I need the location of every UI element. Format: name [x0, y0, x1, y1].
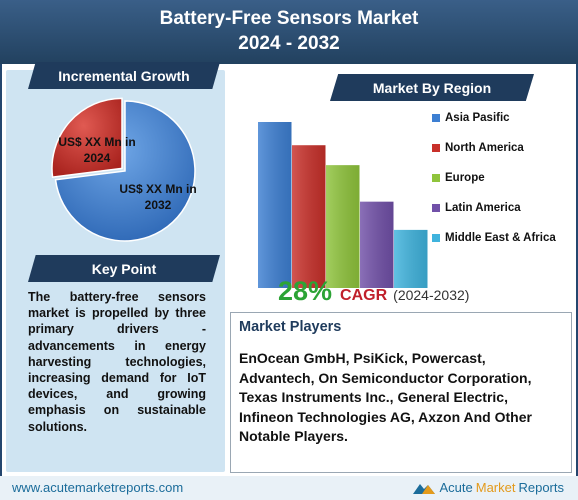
legend-item: Asia Pasific: [432, 112, 510, 124]
legend-label: North America: [445, 142, 524, 154]
pie-slice-2024: [51, 97, 123, 178]
header: Battery-Free Sensors Market 2024 - 2032: [0, 0, 578, 64]
legend-label: Asia Pasific: [445, 112, 510, 124]
cagr-period: (2024-2032): [393, 287, 470, 303]
legend-item: Middle East & Africa: [432, 232, 556, 244]
page-title: Battery-Free Sensors Market: [159, 8, 419, 29]
bar-shade: [292, 145, 326, 288]
footer-url[interactable]: www.acutemarketreports.com: [12, 480, 184, 495]
legend-swatch: [432, 144, 440, 152]
pie-label-2024: US$ XX Mn in 2024: [58, 135, 136, 165]
key-point-heading: Key Point: [28, 255, 220, 282]
pie-label-2032: US$ XX Mn in 2032: [119, 182, 197, 212]
cagr-label: CAGR: [340, 287, 388, 304]
legend-label: Latin America: [445, 202, 521, 214]
legend-item: Latin America: [432, 202, 521, 214]
incremental-growth-heading: Incremental Growth: [28, 62, 220, 89]
bar-shade: [394, 229, 428, 288]
footer-brand: Acute Market Reports: [413, 480, 564, 495]
brand-word-acute: Acute: [439, 480, 473, 495]
incremental-growth-pie: [51, 97, 196, 242]
legend-swatch: [432, 114, 440, 122]
legend-swatch: [432, 174, 440, 182]
brand-word-reports: Reports: [518, 480, 564, 495]
pie-slice-2032: [54, 100, 196, 242]
cagr-value: 28%: [278, 276, 333, 306]
legend-label: Middle East & Africa: [445, 232, 556, 244]
legend-label: Europe: [445, 172, 485, 184]
cagr-readout: 28% CAGR (2024-2032): [278, 276, 469, 307]
bar-shade: [360, 201, 394, 288]
market-players-text: EnOcean GmbH, PsiKick, Powercast, Advant…: [239, 350, 532, 444]
market-players-box: Market Players EnOcean GmbH, PsiKick, Po…: [230, 312, 572, 473]
legend-item: North America: [432, 142, 524, 154]
market-players-heading: Market Players: [239, 319, 342, 335]
brand-word-market: Market: [475, 480, 516, 495]
legend-swatch: [432, 204, 440, 212]
legend-swatch: [432, 234, 440, 242]
brand-logo-icon: [413, 483, 436, 494]
legend-item: Europe: [432, 172, 485, 184]
market-by-region-heading: Market By Region: [330, 74, 534, 101]
page-years: 2024 - 2032: [238, 33, 340, 54]
bar-shade: [258, 122, 292, 288]
key-point-text: The battery-free sensors market is prope…: [28, 290, 206, 434]
footer: www.acutemarketreports.com Acute Market …: [0, 476, 578, 500]
region-bar-chart: [258, 122, 428, 288]
bar-shade: [326, 165, 360, 288]
